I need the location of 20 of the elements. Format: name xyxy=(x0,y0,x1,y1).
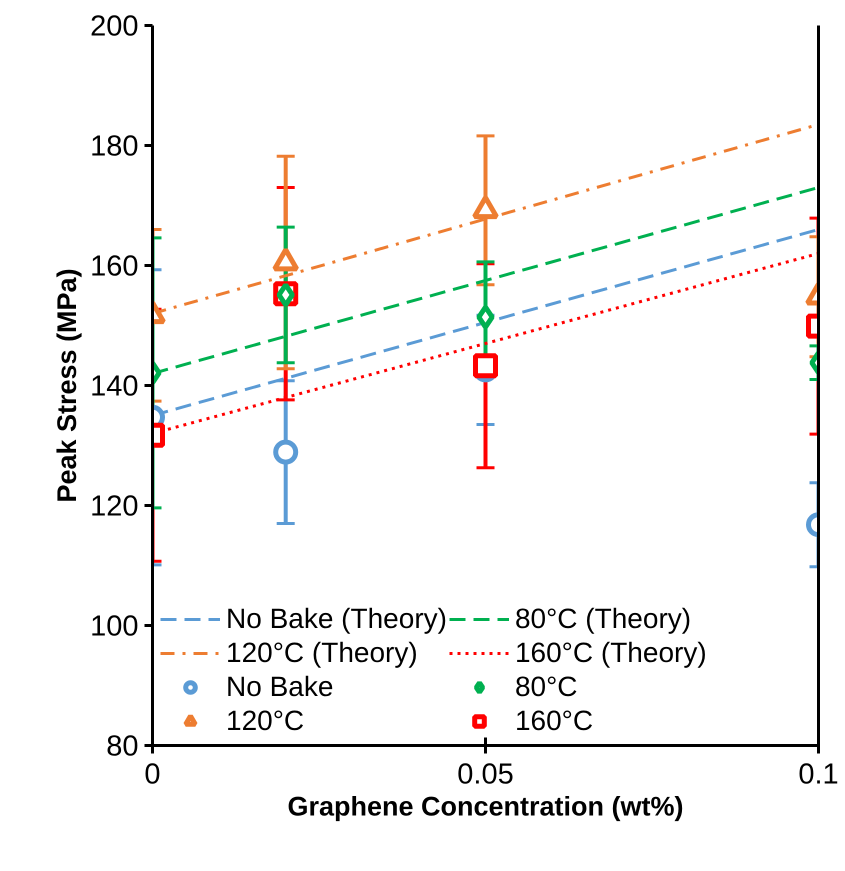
legend-label: 80°C xyxy=(514,671,578,703)
x-tick-label: 0.05 xyxy=(457,758,514,790)
legend-label: No Bake xyxy=(226,671,334,703)
legend-label: 160°C xyxy=(514,705,594,737)
legend-label: 160°C (Theory) xyxy=(514,637,707,669)
legend-label: No Bake (Theory) xyxy=(226,603,447,635)
legend-label: 120°C xyxy=(226,705,304,737)
y-tick-label: 180 xyxy=(90,130,139,162)
y-axis-title: Peak Stress (MPa) xyxy=(52,268,82,503)
y-tick-label: 120 xyxy=(90,490,139,522)
y-tick-label: 160 xyxy=(90,250,139,282)
x-tick-label: 0.1 xyxy=(798,758,839,790)
y-tick-label: 140 xyxy=(90,370,139,402)
legend-label: 120°C (Theory) xyxy=(226,637,418,669)
x-axis-title: Graphene Concentration (wt%) xyxy=(287,792,684,822)
y-tick-label: 80 xyxy=(106,730,139,762)
y-tick-label: 100 xyxy=(90,610,139,642)
legend-label: 80°C (Theory) xyxy=(514,603,692,635)
x-tick-label: 0 xyxy=(144,758,161,790)
y-tick-label: 200 xyxy=(90,10,139,42)
